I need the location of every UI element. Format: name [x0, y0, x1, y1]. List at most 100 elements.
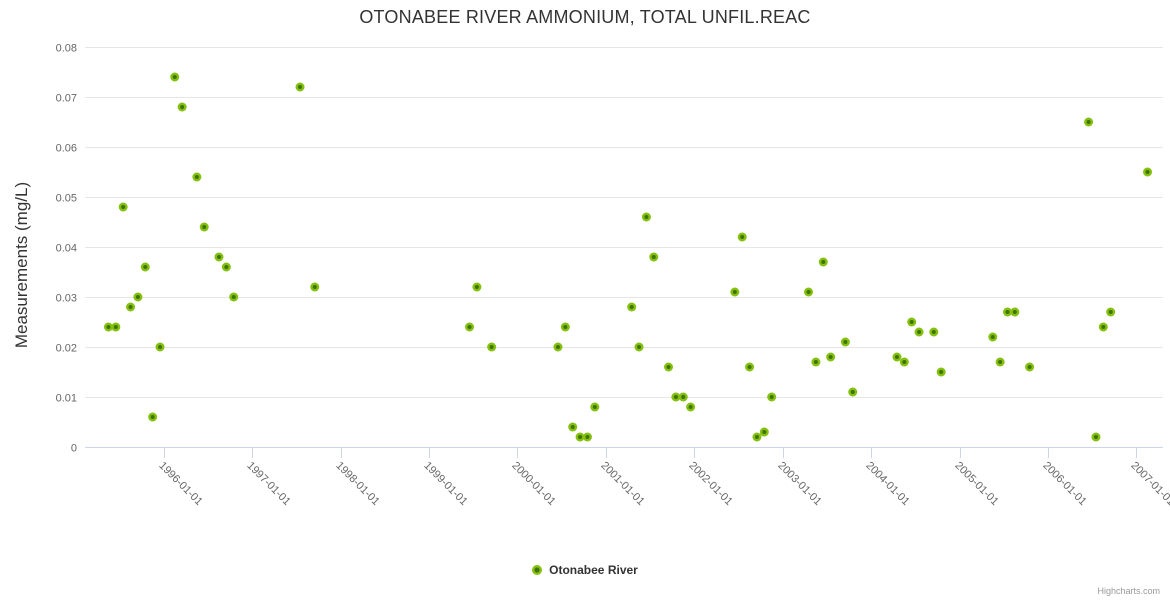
data-point[interactable] — [295, 82, 305, 92]
data-point[interactable] — [140, 262, 150, 272]
marker-inner — [113, 325, 118, 329]
data-point[interactable] — [1091, 432, 1101, 442]
marker-inner — [1086, 120, 1091, 124]
data-point[interactable] — [995, 357, 1005, 367]
x-axis-tick-label: 1997-01-01 — [244, 460, 292, 508]
data-point[interactable] — [214, 252, 224, 262]
data-point[interactable] — [988, 332, 998, 342]
marker-inner — [673, 395, 678, 399]
x-axis-tick-label: 2000-01-01 — [509, 460, 557, 508]
data-point[interactable] — [737, 232, 747, 242]
data-point[interactable] — [590, 402, 600, 412]
data-point[interactable] — [818, 257, 828, 267]
marker-inner — [474, 285, 479, 289]
marker-inner — [106, 325, 111, 329]
y-axis-tick-label: 0.03 — [56, 293, 77, 305]
data-point[interactable] — [907, 317, 917, 327]
marker-inner — [180, 105, 185, 109]
marker-inner — [813, 360, 818, 364]
data-point[interactable] — [914, 327, 924, 337]
data-point[interactable] — [1003, 307, 1013, 317]
data-point[interactable] — [1098, 322, 1108, 332]
data-point[interactable] — [936, 367, 946, 377]
marker-inner — [128, 305, 133, 309]
data-point[interactable] — [671, 392, 681, 402]
marker-inner — [754, 435, 759, 439]
data-point[interactable] — [848, 387, 858, 397]
data-point[interactable] — [840, 337, 850, 347]
data-point[interactable] — [678, 392, 688, 402]
data-point[interactable] — [804, 287, 814, 297]
marker-inner — [740, 235, 745, 239]
data-point[interactable] — [177, 102, 187, 112]
data-point[interactable] — [892, 352, 902, 362]
data-point[interactable] — [133, 292, 143, 302]
x-axis-tick-label: 2002-01-01 — [686, 460, 734, 508]
data-point[interactable] — [649, 252, 659, 262]
data-point[interactable] — [811, 357, 821, 367]
data-point[interactable] — [664, 362, 674, 372]
marker-inner — [143, 265, 148, 269]
data-point[interactable] — [192, 172, 202, 182]
data-point[interactable] — [634, 342, 644, 352]
highcharts-credits-link[interactable]: Highcharts.com — [1097, 586, 1160, 596]
data-point[interactable] — [472, 282, 482, 292]
data-point[interactable] — [118, 202, 128, 212]
marker-inner — [651, 255, 656, 259]
marker-inner — [202, 225, 207, 229]
data-point[interactable] — [148, 412, 158, 422]
data-point[interactable] — [929, 327, 939, 337]
legend-item-otonabee-river[interactable]: Otonabee River — [0, 563, 1170, 577]
x-axis-tick-label: 2001-01-01 — [598, 460, 646, 508]
marker-inner — [121, 205, 126, 209]
data-point[interactable] — [730, 287, 740, 297]
data-point[interactable] — [111, 322, 121, 332]
data-point[interactable] — [560, 322, 570, 332]
data-point[interactable] — [1010, 307, 1020, 317]
data-point[interactable] — [641, 212, 651, 222]
data-point[interactable] — [1025, 362, 1035, 372]
data-point[interactable] — [1106, 307, 1116, 317]
data-point[interactable] — [1143, 167, 1153, 177]
marker-inner — [555, 345, 560, 349]
marker-inner — [931, 330, 936, 334]
data-point[interactable] — [575, 432, 585, 442]
data-point[interactable] — [627, 302, 637, 312]
marker-inner — [644, 215, 649, 219]
marker-inner — [172, 75, 177, 79]
data-point[interactable] — [899, 357, 909, 367]
data-point[interactable] — [582, 432, 592, 442]
marker-inner — [666, 365, 671, 369]
marker-inner — [216, 255, 221, 259]
chart-title: OTONABEE RIVER AMMONIUM, TOTAL UNFIL.REA… — [359, 7, 811, 27]
data-point[interactable] — [1084, 117, 1094, 127]
data-point[interactable] — [465, 322, 475, 332]
marker-inner — [578, 435, 583, 439]
data-point[interactable] — [767, 392, 777, 402]
y-axis-tick-label: 0.02 — [56, 343, 77, 355]
data-point[interactable] — [553, 342, 563, 352]
marker-inner — [769, 395, 774, 399]
data-point[interactable] — [752, 432, 762, 442]
marker-inner — [1101, 325, 1106, 329]
data-point[interactable] — [745, 362, 755, 372]
marker-inner — [747, 365, 752, 369]
data-point[interactable] — [826, 352, 836, 362]
data-point[interactable] — [310, 282, 320, 292]
marker-inner — [135, 295, 140, 299]
data-point[interactable] — [759, 427, 769, 437]
data-point[interactable] — [221, 262, 231, 272]
x-axis-tick-label: 2003-01-01 — [775, 460, 823, 508]
data-point[interactable] — [103, 322, 113, 332]
data-point[interactable] — [155, 342, 165, 352]
y-axis-tick-label: 0.04 — [56, 243, 77, 255]
data-point[interactable] — [199, 222, 209, 232]
marker-inner — [298, 85, 303, 89]
data-point[interactable] — [170, 72, 180, 82]
data-point[interactable] — [568, 422, 578, 432]
data-point[interactable] — [126, 302, 136, 312]
data-point[interactable] — [229, 292, 239, 302]
data-point[interactable] — [686, 402, 696, 412]
data-point[interactable] — [487, 342, 497, 352]
